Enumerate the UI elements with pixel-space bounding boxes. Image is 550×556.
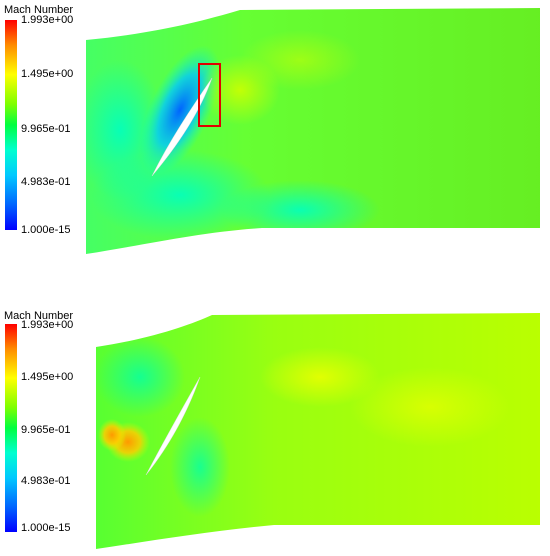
tick-label: 1.000e-15 (21, 224, 71, 236)
tick-label: 1.495e+00 (21, 68, 74, 80)
tick-label: 1.495e+00 (21, 371, 74, 383)
legend-title: Mach Number (4, 4, 74, 16)
colorbar (5, 324, 17, 532)
tick-label: 4.983e-01 (21, 176, 71, 188)
legend-title: Mach Number (4, 310, 74, 322)
tick-label: 9.965e-01 (21, 424, 71, 436)
tick-label: 4.983e-01 (21, 475, 71, 487)
contour-panel-top: Mach Number 1.993e+00 1.495e+00 9.965e-0… (0, 0, 550, 275)
blade-profile (145, 376, 201, 476)
tick-label: 1.993e+00 (21, 14, 74, 26)
tick-label: 1.993e+00 (21, 319, 74, 331)
tick-label: 9.965e-01 (21, 123, 71, 135)
mach-contour-field (86, 8, 540, 254)
highlight-box (198, 63, 221, 127)
blade-profile (151, 77, 213, 177)
contour-panel-bottom: Mach Number 1.993e+00 1.495e+00 9.965e-0… (0, 307, 550, 556)
mach-contour-field (96, 313, 540, 549)
tick-label: 1.000e-15 (21, 522, 71, 534)
colorbar (5, 20, 17, 230)
